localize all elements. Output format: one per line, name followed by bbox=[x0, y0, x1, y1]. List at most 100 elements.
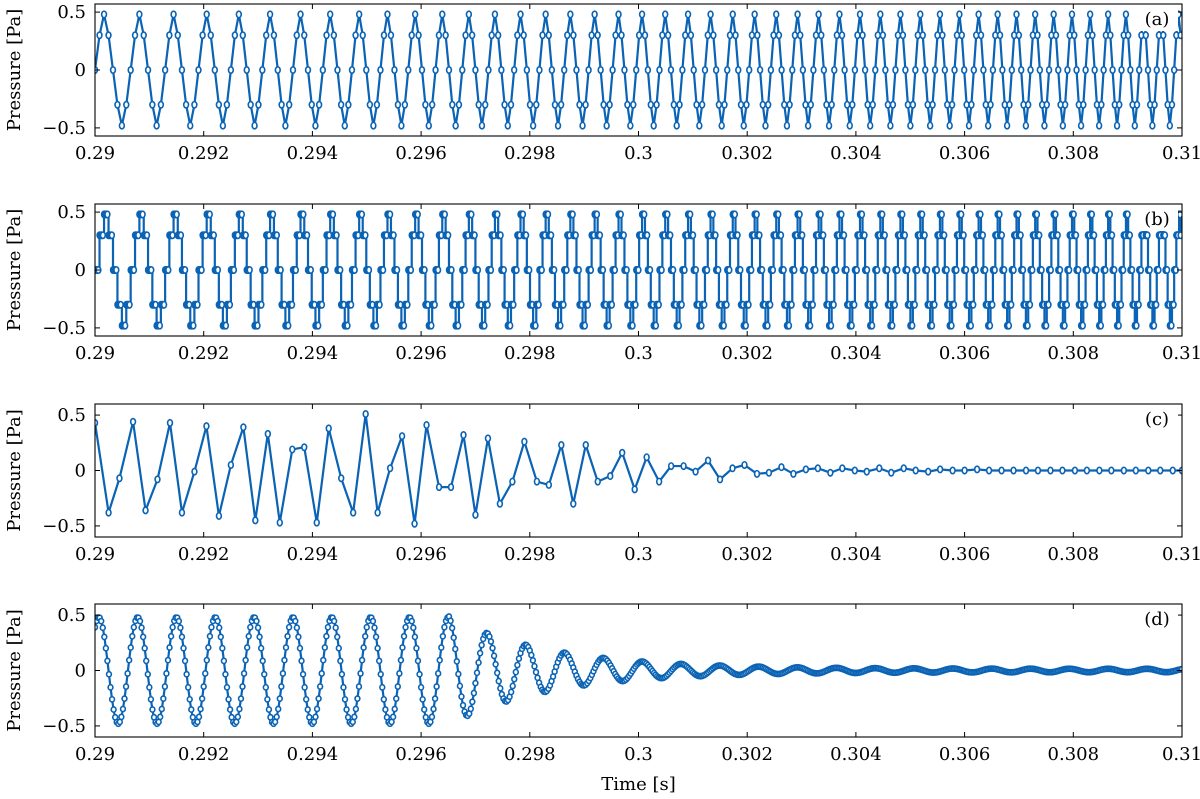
data-point bbox=[169, 231, 176, 240]
data-point bbox=[487, 638, 495, 645]
data-point bbox=[515, 655, 523, 662]
data-point bbox=[239, 31, 246, 40]
data-point bbox=[532, 321, 539, 330]
data-point bbox=[462, 31, 469, 40]
data-point bbox=[913, 265, 921, 274]
data-point bbox=[202, 231, 209, 240]
data-point bbox=[1010, 466, 1017, 475]
data-point bbox=[789, 66, 796, 75]
data-point bbox=[468, 31, 476, 40]
data-point bbox=[715, 265, 722, 274]
data-point bbox=[190, 321, 197, 330]
data-point bbox=[1150, 321, 1158, 330]
data-point bbox=[582, 441, 589, 450]
data-point bbox=[748, 31, 756, 40]
data-point bbox=[390, 231, 397, 240]
data-point bbox=[689, 231, 697, 240]
data-point bbox=[1117, 300, 1125, 309]
data-point bbox=[1098, 100, 1105, 109]
data-point bbox=[545, 480, 553, 489]
data-point bbox=[178, 633, 186, 641]
data-point bbox=[764, 100, 772, 109]
data-point bbox=[1031, 10, 1039, 19]
data-point bbox=[343, 706, 350, 713]
data-point bbox=[889, 100, 897, 109]
data-point bbox=[953, 265, 960, 274]
data-point bbox=[1163, 265, 1171, 274]
data-point bbox=[218, 300, 226, 309]
data-point bbox=[522, 231, 530, 240]
data-point bbox=[931, 300, 938, 309]
data-point bbox=[1036, 66, 1044, 75]
data-point bbox=[461, 265, 468, 274]
data-point bbox=[1045, 66, 1053, 75]
data-point bbox=[497, 231, 504, 240]
data-point bbox=[214, 265, 222, 274]
data-point bbox=[256, 633, 263, 641]
data-point bbox=[95, 623, 99, 631]
data-point bbox=[712, 66, 720, 75]
data-point bbox=[594, 31, 601, 40]
data-point bbox=[393, 695, 400, 703]
data-point bbox=[897, 10, 904, 19]
data-point bbox=[827, 321, 835, 330]
data-point bbox=[161, 66, 169, 75]
data-point bbox=[690, 66, 697, 75]
data-point bbox=[780, 265, 787, 274]
data-point bbox=[313, 705, 321, 713]
data-point bbox=[748, 265, 755, 274]
data-point bbox=[434, 265, 442, 274]
data-point bbox=[680, 462, 687, 471]
data-point bbox=[594, 477, 601, 486]
data-point bbox=[478, 641, 485, 649]
data-point bbox=[425, 121, 432, 130]
data-point bbox=[140, 31, 147, 40]
data-point bbox=[498, 66, 505, 75]
y-tick-label: 0.5 bbox=[57, 405, 86, 426]
data-point bbox=[544, 210, 552, 219]
data-point bbox=[203, 422, 210, 431]
data-point bbox=[564, 31, 571, 40]
data-point bbox=[573, 66, 580, 75]
data-point bbox=[352, 705, 360, 713]
data-point bbox=[627, 121, 634, 130]
data-point bbox=[1045, 300, 1052, 309]
data-point bbox=[197, 705, 204, 713]
data-point bbox=[338, 670, 346, 678]
data-point bbox=[531, 662, 538, 670]
data-point bbox=[923, 265, 931, 274]
data-point bbox=[861, 66, 869, 75]
data-point bbox=[397, 656, 405, 664]
data-point bbox=[843, 265, 850, 274]
data-point bbox=[696, 121, 703, 130]
data-point bbox=[773, 10, 780, 19]
data-point bbox=[414, 657, 422, 665]
data-point bbox=[1115, 321, 1122, 330]
data-point bbox=[1072, 231, 1080, 240]
data-point bbox=[234, 713, 242, 721]
data-point bbox=[117, 300, 124, 309]
data-point bbox=[1142, 31, 1150, 40]
data-point bbox=[223, 683, 231, 691]
data-point bbox=[284, 632, 291, 640]
data-point bbox=[641, 31, 649, 40]
data-point bbox=[254, 321, 261, 330]
x-tick-label: 0.292 bbox=[178, 343, 230, 364]
data-point bbox=[421, 265, 428, 274]
data-point bbox=[105, 508, 112, 517]
data-point bbox=[1070, 210, 1077, 219]
data-point bbox=[1100, 66, 1107, 75]
data-point bbox=[1068, 10, 1076, 19]
data-point bbox=[362, 409, 369, 418]
data-point bbox=[646, 265, 654, 274]
data-point bbox=[823, 100, 830, 109]
data-point bbox=[977, 210, 984, 219]
data-point bbox=[901, 231, 908, 240]
data-point bbox=[854, 31, 861, 40]
x-tick-label: 0.302 bbox=[721, 744, 773, 765]
data-point bbox=[718, 121, 725, 130]
data-point bbox=[948, 100, 956, 109]
data-point bbox=[1059, 121, 1067, 130]
data-point bbox=[237, 695, 245, 703]
data-point bbox=[199, 31, 206, 40]
